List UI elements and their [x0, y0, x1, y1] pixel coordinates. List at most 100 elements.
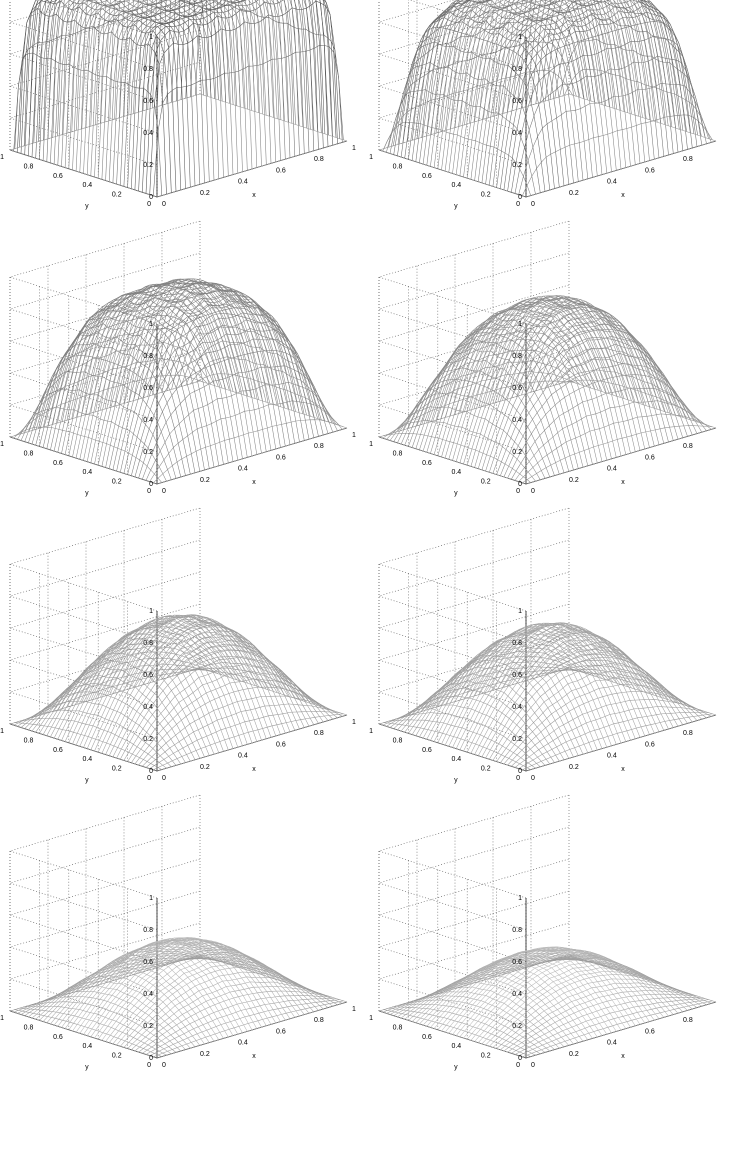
mesh-line-x [559, 369, 707, 431]
mesh-line-x [147, 940, 296, 1018]
gridline-z [8, 826, 201, 931]
z-tick-label: 0.4 [143, 130, 153, 137]
x-tick-label: 0.2 [200, 477, 210, 484]
mesh-line-x [95, 286, 243, 459]
mesh-line-y [127, 319, 318, 475]
mesh-line-x [545, 337, 693, 436]
mesh-line-y [72, 614, 263, 745]
z-tick-label: 1 [149, 608, 153, 615]
mesh-line-y [105, 630, 296, 755]
gridline-z [8, 794, 201, 899]
mesh-line-x [95, 0, 243, 172]
mesh-line-x [526, 0, 674, 154]
x-tick-label: 0.4 [607, 179, 617, 186]
mesh-line-x [540, 0, 688, 150]
mesh-line-y [470, 0, 662, 180]
mesh-line-y [496, 669, 687, 762]
x-axis-label: x [621, 1053, 625, 1060]
mesh-line-y [455, 0, 647, 175]
gridline-z [8, 635, 201, 740]
mesh-line-x [176, 649, 324, 723]
mesh-line-x [488, 295, 636, 452]
x-tick-label: 0.6 [276, 167, 286, 174]
x-tick-label: 0.6 [645, 454, 655, 461]
z-tick-label: 0.8 [143, 353, 153, 360]
gridline-z [377, 348, 570, 453]
mesh-line-y [459, 627, 651, 751]
x-tick-label: 0 [531, 488, 535, 495]
mesh-line-x [185, 662, 333, 720]
gridline-z [8, 507, 201, 612]
mesh-line-x [507, 947, 655, 1021]
x-tick-label: 0.8 [314, 156, 324, 163]
mesh-line-x [152, 942, 300, 1017]
mesh-line-y [57, 0, 249, 166]
mesh-line-y [46, 282, 238, 449]
z-tick-label: 0.4 [512, 991, 522, 998]
mesh-line-y [430, 947, 621, 1028]
x-tick-label: 0 [162, 775, 166, 782]
y-tick-label: 0.6 [53, 1034, 63, 1041]
mesh-line-y [64, 614, 256, 742]
mesh-line-x [502, 624, 650, 735]
mesh-line-y [455, 625, 647, 749]
surface-mesh [378, 946, 717, 1059]
z-tick-label: 0.8 [512, 927, 522, 934]
mesh-line-x [426, 660, 574, 758]
surface-mesh [9, 278, 348, 485]
y-tick-label: 0 [147, 1062, 151, 1069]
mesh-line-x [483, 296, 631, 454]
mesh-line-x [535, 320, 684, 438]
y-tick-label: 0.6 [422, 173, 432, 180]
mesh-line-x [62, 647, 210, 756]
z-tick-label: 0.4 [512, 417, 522, 424]
mesh-line-x [52, 0, 201, 185]
z-tick-label: 0.2 [143, 736, 153, 743]
y-tick-label: 0.6 [422, 747, 432, 754]
mesh-line-x [180, 326, 329, 434]
x-tick-label: 0.2 [569, 190, 579, 197]
mesh-line-y [39, 291, 230, 447]
x-tick-label: 0.6 [645, 167, 655, 174]
mesh-line-y [426, 947, 617, 1027]
mesh-line-x [511, 298, 660, 445]
z-tick-label: 0.6 [143, 959, 153, 966]
y-tick-label: 0.2 [112, 1053, 122, 1060]
mesh-line-y [433, 295, 625, 455]
y-axis-label: y [454, 1064, 458, 1071]
gridline-z [8, 890, 201, 995]
x-tick-label: 0.6 [276, 1028, 286, 1035]
gridline-z [377, 0, 564, 102]
mesh-line-x [478, 948, 627, 1029]
y-tick-label: 0.4 [82, 756, 92, 763]
surface-mesh [378, 0, 717, 198]
x-tick-label: 0.2 [200, 190, 210, 197]
mesh-line-x [545, 0, 693, 149]
mesh-line-y [452, 0, 643, 174]
mesh-line-y [53, 279, 245, 452]
x-tick-label: 0 [162, 1062, 166, 1069]
x-axis-label: x [252, 766, 256, 773]
mesh-line-y [68, 0, 260, 169]
mesh-line-y [86, 0, 278, 175]
z-tick-label: 0.2 [512, 449, 522, 456]
mesh-line-y [448, 0, 640, 173]
mesh-line-x [568, 667, 717, 716]
mesh-line-y [13, 374, 204, 439]
mesh-line-y [393, 661, 584, 729]
mesh-line-y [31, 953, 223, 1019]
mesh-line-x [535, 0, 684, 151]
mesh-line-y [64, 937, 256, 1029]
gridline-z [377, 954, 570, 1059]
mesh-line-x [478, 0, 627, 168]
mesh-line-y [474, 310, 665, 468]
z-tick-label: 0.6 [143, 672, 153, 679]
y-tick-label: 0 [147, 201, 151, 208]
mesh-line-y [437, 295, 629, 456]
mesh-line-x [152, 282, 300, 443]
mesh-line-x [195, 373, 343, 430]
mesh-line-y [522, 425, 713, 484]
gridline-z [8, 603, 201, 708]
gridline-z [8, 0, 195, 102]
